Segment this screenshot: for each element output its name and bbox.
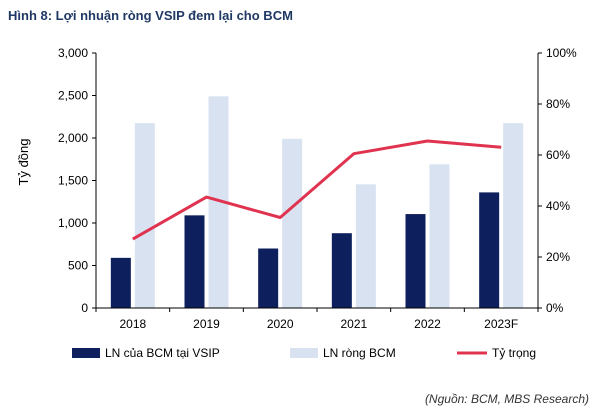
bar-ln-rong-bcm xyxy=(429,164,450,308)
right-tick-label: 0% xyxy=(546,301,564,315)
x-tick-label: 2023F xyxy=(484,317,518,331)
left-tick-label: 500 xyxy=(68,259,88,273)
bar-ln-bcm-vsip xyxy=(184,215,205,308)
legend: LN của BCM tại VSIP LN ròng BCM Tỷ trọng xyxy=(72,346,536,360)
source-note: (Nguồn: BCM, MBS Research) xyxy=(424,392,589,406)
legend-label-ty-trong: Tỷ trọng xyxy=(492,346,536,360)
x-tick-label: 2018 xyxy=(119,317,146,331)
right-tick-label: 60% xyxy=(546,148,570,162)
left-tick-label: 2,000 xyxy=(58,131,88,145)
bar-ln-rong-bcm xyxy=(134,123,155,308)
right-tick-label: 20% xyxy=(546,250,570,264)
legend-label-ln-rong-bcm: LN ròng BCM xyxy=(323,346,396,360)
bar-ln-bcm-vsip xyxy=(110,257,131,308)
y-axis-label: Tỷ đồng xyxy=(16,139,31,186)
bar-ln-bcm-vsip xyxy=(258,248,279,308)
bar-ln-rong-bcm xyxy=(282,138,303,308)
left-tick-label: 2,500 xyxy=(58,89,88,103)
x-tick-label: 2020 xyxy=(267,317,294,331)
legend-swatch-ln-rong-bcm xyxy=(290,348,318,358)
chart-title: Hình 8: Lợi nhuận ròng VSIP đem lại cho … xyxy=(8,8,293,23)
bar-ln-rong-bcm xyxy=(208,96,229,308)
left-tick-label: 1,500 xyxy=(58,174,88,188)
x-axis: 2018 2019 2020 2021 2022 2023F xyxy=(95,307,539,331)
right-tick-label: 80% xyxy=(546,97,570,111)
bar-ln-bcm-vsip xyxy=(405,214,426,308)
bar-ln-bcm-vsip xyxy=(331,233,352,308)
left-tick-label: 0 xyxy=(81,301,88,315)
bar-ln-rong-bcm xyxy=(503,123,524,308)
bar-ln-bcm-vsip xyxy=(479,192,500,308)
right-tick-label: 100% xyxy=(546,46,577,60)
right-tick-label: 40% xyxy=(546,199,570,213)
plot-area xyxy=(110,96,524,308)
left-tick-label: 1,000 xyxy=(58,216,88,230)
line-ty-trong xyxy=(132,139,502,241)
left-axis: 0 500 1,000 1,500 2,000 2,500 3,000 xyxy=(58,46,97,315)
x-tick-label: 2022 xyxy=(414,317,441,331)
left-tick-label: 3,000 xyxy=(58,46,88,60)
bar-ln-rong-bcm xyxy=(355,184,376,308)
x-tick-label: 2019 xyxy=(193,317,220,331)
legend-swatch-ln-bcm-vsip xyxy=(72,348,100,358)
x-tick-label: 2021 xyxy=(340,317,367,331)
legend-label-ln-bcm-vsip: LN của BCM tại VSIP xyxy=(105,346,220,360)
right-axis: 0% 20% 40% 60% 80% 100% xyxy=(537,46,577,315)
